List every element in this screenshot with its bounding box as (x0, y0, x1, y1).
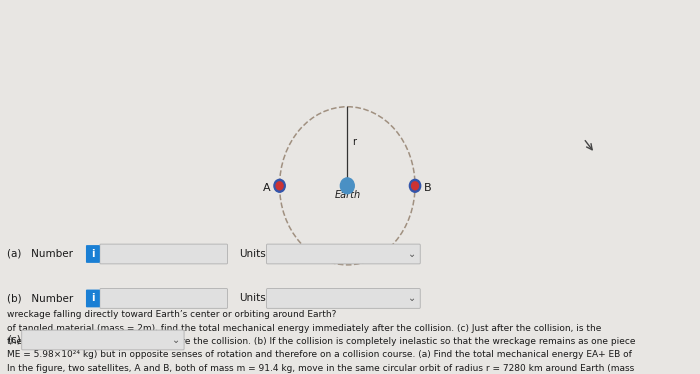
Text: Earth: Earth (335, 190, 360, 200)
Text: i: i (91, 294, 94, 303)
Text: B: B (424, 183, 431, 193)
Text: r: r (351, 137, 356, 147)
Text: A: A (263, 183, 271, 193)
Text: (c): (c) (7, 335, 21, 345)
Text: wreckage falling directly toward Earth’s center or orbiting around Earth?: wreckage falling directly toward Earth’s… (7, 310, 336, 319)
Text: ME = 5.98×10²⁴ kg) but in opposite senses of rotation and therefore on a collisi: ME = 5.98×10²⁴ kg) but in opposite sense… (7, 350, 632, 359)
Text: of tangled material (mass = 2m), find the total mechanical energy immediately af: of tangled material (mass = 2m), find th… (7, 324, 601, 332)
FancyBboxPatch shape (86, 245, 100, 263)
FancyBboxPatch shape (22, 330, 184, 350)
Circle shape (410, 180, 421, 192)
Text: (a)   Number: (a) Number (7, 249, 73, 259)
Circle shape (274, 180, 285, 192)
FancyBboxPatch shape (86, 289, 100, 307)
Text: In the figure, two satellites, A and B, both of mass m = 91.4 kg, move in the sa: In the figure, two satellites, A and B, … (7, 364, 634, 373)
FancyBboxPatch shape (267, 289, 420, 308)
Text: (b)   Number: (b) Number (7, 294, 74, 303)
FancyBboxPatch shape (100, 244, 228, 264)
Text: i: i (91, 249, 94, 259)
Circle shape (340, 178, 354, 194)
FancyBboxPatch shape (100, 289, 228, 308)
Circle shape (412, 182, 419, 190)
Text: the two satellites + Earth system before the collision. (b) If the collision is : the two satellites + Earth system before… (7, 337, 636, 346)
Circle shape (276, 182, 283, 190)
Text: ⌄: ⌄ (408, 249, 416, 259)
Text: ⌄: ⌄ (172, 335, 181, 345)
FancyBboxPatch shape (267, 244, 420, 264)
Text: ⌄: ⌄ (408, 294, 416, 303)
Text: Units: Units (239, 294, 265, 303)
Text: Units: Units (239, 249, 265, 259)
